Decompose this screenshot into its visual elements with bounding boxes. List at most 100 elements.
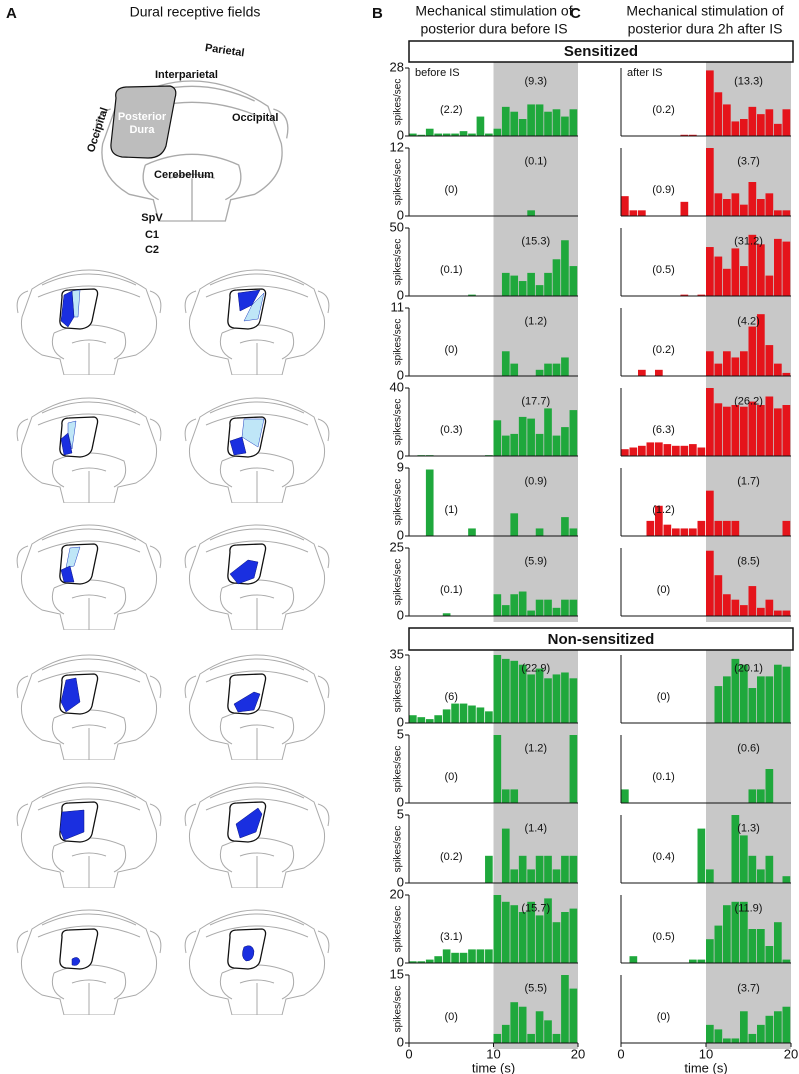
bar <box>706 388 714 456</box>
bar <box>689 444 697 456</box>
bar <box>501 435 510 456</box>
bar <box>740 605 748 616</box>
panel-title: posterior dura 2h after IS <box>628 21 783 37</box>
skull-map <box>184 782 330 888</box>
y-tick-label: 28 <box>390 59 404 74</box>
annotation: (1.4) <box>524 823 547 835</box>
annotation: (31.2) <box>734 236 763 248</box>
y-tick-label: 5 <box>397 806 404 821</box>
stimulus-period <box>493 142 578 222</box>
bar <box>476 116 485 136</box>
annotation: (0) <box>445 1011 458 1023</box>
bar <box>561 517 569 536</box>
bar <box>468 705 476 723</box>
receptive-field-maps <box>16 269 330 1015</box>
bar <box>527 210 535 216</box>
annotation: (0.2) <box>652 344 675 356</box>
receptive-field <box>242 945 255 962</box>
bar <box>680 445 689 456</box>
annotation: (0.2) <box>440 851 463 863</box>
bar <box>544 898 552 963</box>
bar <box>459 131 468 136</box>
bar <box>655 369 663 376</box>
receptive-field-light <box>67 420 77 450</box>
bar <box>782 210 791 216</box>
bar <box>714 363 723 376</box>
bar <box>434 133 442 136</box>
bar <box>569 109 578 136</box>
bar <box>714 925 723 963</box>
annotation: (0.6) <box>737 743 760 755</box>
bar <box>723 676 731 723</box>
bar <box>510 433 519 456</box>
y-axis-label: spikes/sec <box>393 159 404 206</box>
dura-outline <box>59 928 99 970</box>
bar <box>672 445 680 456</box>
annotation: (5.9) <box>524 556 547 568</box>
y-tick-label: 50 <box>390 219 404 234</box>
bar <box>544 408 552 456</box>
y-tick-label: 0 <box>397 447 404 462</box>
histogram: (0.2) (4.2) <box>620 302 791 382</box>
bar <box>501 1024 510 1043</box>
bar <box>782 959 791 963</box>
bar <box>731 248 740 296</box>
panel-title: Mechanical stimulation of <box>626 3 783 19</box>
bar <box>451 133 459 136</box>
annotation: (0.4) <box>652 851 675 863</box>
skull-label: Posterior <box>118 111 167 123</box>
histogram: 0 5 spikes/sec (0.2) (1.4) <box>393 806 578 889</box>
bar <box>706 550 714 616</box>
bar <box>510 363 519 376</box>
bar <box>748 855 757 883</box>
bar <box>535 369 544 376</box>
receptive-field <box>59 809 85 841</box>
bar <box>774 408 782 456</box>
bar <box>697 828 706 883</box>
bar <box>485 711 493 723</box>
annotation: (0) <box>445 771 458 783</box>
bar <box>468 949 476 963</box>
bar <box>723 268 731 296</box>
bar <box>765 396 774 456</box>
x-tick-label: 20 <box>571 1046 585 1061</box>
bar <box>510 869 519 883</box>
annotation: (0.3) <box>440 424 463 436</box>
panel-title: Dural receptive fields <box>130 4 261 20</box>
bar <box>468 528 476 536</box>
annotation: (4.2) <box>737 316 760 328</box>
bar <box>774 610 782 616</box>
annotation: (5.5) <box>524 983 547 995</box>
annotation: (1.2) <box>652 504 675 516</box>
bar <box>561 912 569 963</box>
y-tick-label: 9 <box>397 459 404 474</box>
receptive-field <box>229 436 247 456</box>
y-tick-label: 0 <box>397 527 404 542</box>
bar <box>697 294 706 296</box>
receptive-field <box>60 565 75 583</box>
bar <box>535 915 544 963</box>
y-tick-label: 0 <box>397 207 404 222</box>
bar <box>714 193 723 216</box>
annotation: (0) <box>445 344 458 356</box>
bar <box>748 586 757 616</box>
panel-letter: C <box>570 5 581 22</box>
bar <box>451 703 459 723</box>
bar <box>535 104 544 136</box>
y-axis-label: spikes/sec <box>393 399 404 446</box>
bar <box>501 351 510 376</box>
x-tick-label: 0 <box>405 1046 412 1061</box>
bar <box>723 406 731 456</box>
bar <box>501 272 510 296</box>
skull-label: SpV <box>141 212 163 224</box>
annotation: (0) <box>657 1011 670 1023</box>
annotation: (0.1) <box>440 584 463 596</box>
bar <box>774 363 782 376</box>
bar <box>782 610 791 616</box>
bar <box>782 520 791 536</box>
bar <box>493 655 502 723</box>
bar <box>621 789 629 803</box>
y-tick-label: 0 <box>397 954 404 969</box>
bar <box>527 104 535 136</box>
bar <box>757 929 765 963</box>
